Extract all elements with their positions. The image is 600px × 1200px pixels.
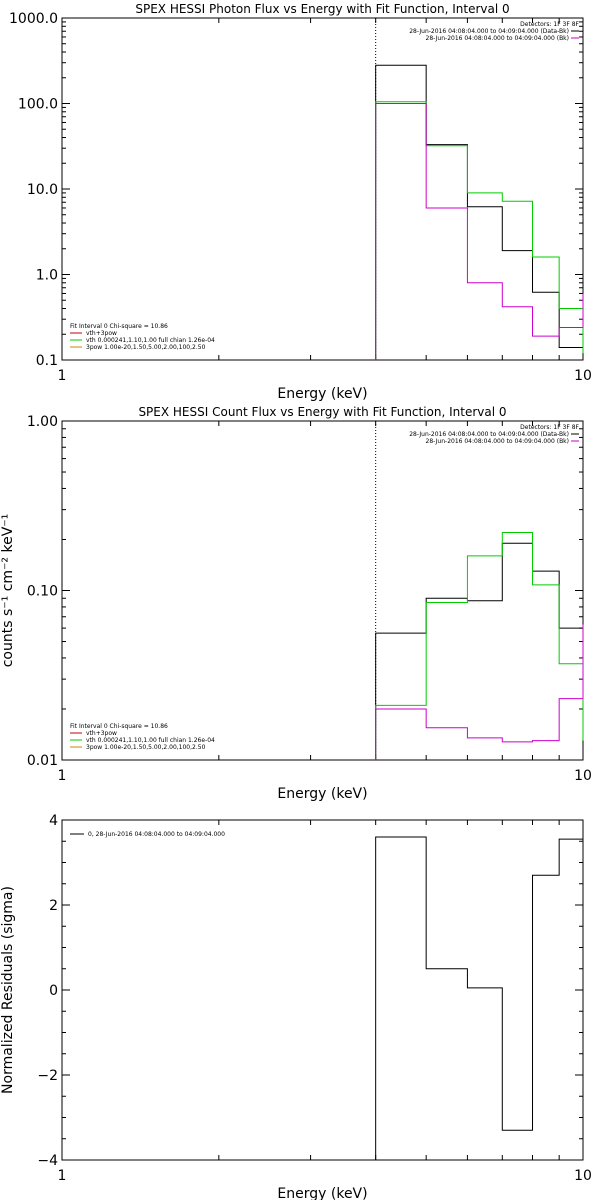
fit-legend-text: vth 0.000241,1.10,1.00 full chian 1.26e-… <box>86 337 215 344</box>
fit-legend-text: Fit Interval 0 Chi-square = 10.86 <box>70 723 168 730</box>
fit-legend-text: vth+3pow <box>86 330 117 337</box>
series-line-3 <box>375 103 584 360</box>
y-tick-label: −4 <box>37 1153 58 1169</box>
chart-title: SPEX HESSI Count Flux vs Energy with Fit… <box>138 405 506 419</box>
header-text: 28-Jun-2016 04:08:04.000 to 04:09:04.000… <box>409 431 569 438</box>
series-line-3 <box>375 624 584 760</box>
y-tick-label: 4 <box>49 813 58 829</box>
x-tick-label: 10 <box>574 368 592 384</box>
series-line-2 <box>375 101 584 360</box>
y-tick-label: 0.10 <box>27 584 58 600</box>
fit-legend-text: Fit Interval 0 Chi-square = 10.86 <box>70 323 168 330</box>
y-tick-label: 100.0 <box>18 97 58 113</box>
chart-title: SPEX HESSI Photon Flux vs Energy with Fi… <box>135 2 509 16</box>
chart-panel-1: SPEX HESSI Photon Flux vs Energy with Fi… <box>9 2 592 402</box>
x-tick-label: 10 <box>574 768 592 784</box>
y-tick-label: 0 <box>49 983 58 999</box>
y-tick-label: 1000.0 <box>9 11 58 27</box>
y-tick-label: 10.0 <box>27 182 58 198</box>
fit-legend-text: 3pow 1.00e-20,1.50,5.00,2.00,100,2.50 <box>86 744 206 751</box>
fit-legend-text: vth+3pow <box>86 730 117 737</box>
plot-frame <box>61 420 584 761</box>
x-axis-label: Energy (keV) <box>277 786 367 802</box>
y-tick-label: 2 <box>49 898 58 914</box>
x-tick-label: 1 <box>58 1168 67 1184</box>
x-tick-label: 1 <box>58 368 67 384</box>
y-tick-label: 0.1 <box>36 353 58 369</box>
y-tick-label: 1.00 <box>27 414 58 430</box>
y-axis-label: counts s⁻¹ cm⁻² keV⁻¹ <box>0 514 16 668</box>
plot-frame <box>61 819 584 1161</box>
header-text: Detectors: 1F 3F 8F <box>520 21 579 28</box>
fit-legend-text: vth 0.000241,1.10,1.00 full chian 1.26e-… <box>86 737 215 744</box>
fit-legend-text: 3pow 1.00e-20,1.50,5.00,2.00,100,2.50 <box>86 344 206 351</box>
legend-text: 0, 28-Jun-2016 04:08:04.000 to 04:09:04.… <box>88 831 225 838</box>
x-axis-label: Energy (keV) <box>277 386 367 402</box>
header-text: 28-Jun-2016 04:08:04.000 to 04:09:04.000… <box>409 28 569 35</box>
y-tick-label: 0.01 <box>27 753 58 769</box>
series-line-1 <box>375 542 584 760</box>
y-tick-label: −2 <box>37 1068 58 1084</box>
chart-panel-3: −4 −2 0 2 4 1 10 Energy (keV) Normalized Residua… <box>0 813 592 1200</box>
header-text: Detectors: 1F 3F 8F <box>520 424 579 431</box>
x-tick-label: 10 <box>574 1168 592 1184</box>
chart-panel-2: SPEX HESSI Count Flux vs Energy with Fit… <box>0 405 592 802</box>
y-tick-label: 1.0 <box>36 268 58 284</box>
series-line-1 <box>375 64 583 360</box>
x-axis-label: Energy (keV) <box>277 1186 367 1200</box>
header-text: 28-Jun-2016 04:08:04.000 to 04:09:04.000… <box>426 438 569 445</box>
y-axis-label: Normalized Residuals (sigma) <box>0 886 16 1094</box>
series-line-2 <box>375 531 584 760</box>
series-line-1 <box>375 836 584 1160</box>
plot-frame <box>61 17 584 361</box>
header-text: 28-Jun-2016 04:08:04.000 to 04:09:04.000… <box>426 35 569 42</box>
x-tick-label: 1 <box>58 768 67 784</box>
